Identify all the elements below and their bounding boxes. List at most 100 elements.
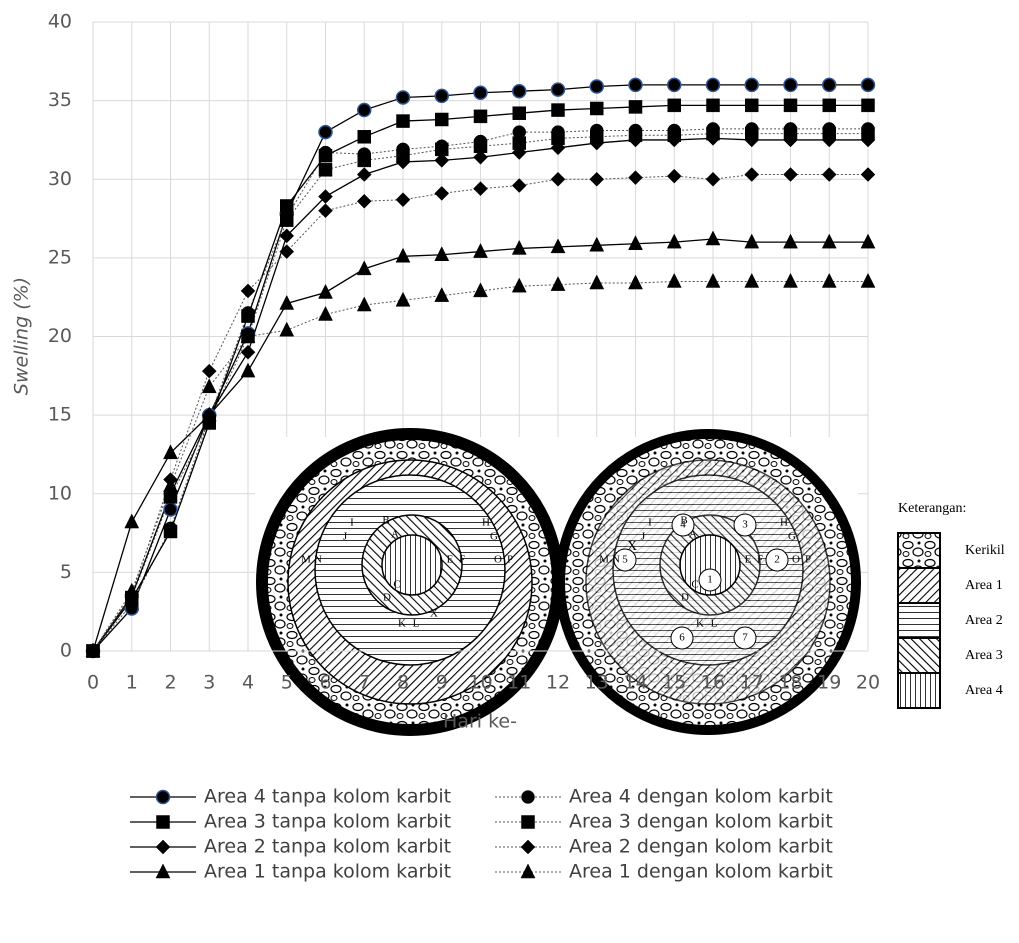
diagram-label: 2: [774, 554, 780, 566]
area-core: [382, 535, 442, 595]
marker: [513, 107, 526, 120]
diagram-label: F: [459, 554, 465, 566]
x-tick-label: 4: [242, 672, 254, 694]
x-tick-label: 2: [164, 672, 176, 694]
chart: Keterangan: Hari ke- Swelling (%) 051015…: [0, 0, 1019, 943]
legend-marker: [522, 816, 535, 829]
marker: [668, 99, 681, 112]
x-tick-label: 16: [701, 672, 725, 694]
marker: [745, 78, 758, 91]
diagram-label: 7: [742, 632, 748, 644]
diagram-label: J: [343, 531, 348, 543]
marker: [706, 172, 720, 186]
legend-marker: [157, 791, 170, 804]
marker: [435, 89, 448, 102]
y-axis-label: Swelling (%): [11, 277, 33, 395]
marker: [319, 126, 332, 139]
x-tick-label: 8: [397, 672, 409, 694]
legend-label: Area 4 dengan kolom karbit: [569, 786, 833, 808]
x-tick-label: 14: [623, 672, 647, 694]
diagram-label: B: [382, 515, 389, 527]
y-tick-label: 40: [48, 11, 72, 33]
diagram-label: G: [788, 531, 796, 543]
legend-label: Area 3 tanpa kolom karbit: [204, 811, 451, 833]
marker: [823, 99, 836, 112]
x-tick-label: 12: [546, 672, 570, 694]
marker: [784, 78, 797, 91]
x-tick-label: 0: [87, 672, 99, 694]
marker: [358, 130, 371, 143]
diagram-label: A: [391, 529, 399, 541]
marker: [861, 234, 875, 248]
y-tick-label: 10: [48, 482, 72, 504]
marker: [512, 179, 526, 193]
legend-entry: Area 3 tanpa kolom karbit: [130, 811, 451, 833]
marker: [629, 236, 643, 250]
key-swatch: [898, 533, 940, 568]
marker: [590, 275, 604, 289]
diagram-label: C: [393, 579, 400, 591]
marker: [164, 525, 177, 538]
diagram-label: E: [745, 554, 752, 566]
marker: [396, 248, 410, 262]
diagram-label: F: [757, 554, 763, 566]
marker: [397, 115, 410, 128]
marker: [590, 172, 604, 186]
x-tick-label: 11: [507, 672, 531, 694]
marker: [319, 284, 333, 298]
diagram-label: I: [648, 517, 652, 529]
marker: [784, 99, 797, 112]
marker: [862, 99, 875, 112]
marker: [590, 237, 604, 251]
diagram-label: L: [711, 618, 718, 630]
legend-entry: Area 3 dengan kolom karbit: [495, 811, 833, 833]
x-tick-label: 17: [740, 672, 764, 694]
legend-entry: Area 4 dengan kolom karbit: [495, 786, 833, 808]
marker: [667, 169, 681, 183]
diagram-label: K: [398, 618, 406, 630]
y-tick-label: 15: [48, 404, 72, 426]
key-swatch: [898, 638, 940, 673]
marker: [706, 273, 720, 287]
diagram-label: P: [805, 554, 811, 566]
diagram-label: N: [612, 554, 620, 566]
x-tick-label: 5: [281, 672, 293, 694]
diagram-label: D: [681, 592, 689, 604]
x-tick-label: 10: [468, 672, 492, 694]
marker: [319, 306, 333, 320]
x-tick-label: 7: [358, 672, 370, 694]
marker: [707, 99, 720, 112]
marker: [357, 297, 371, 311]
marker: [822, 273, 836, 287]
marker: [164, 503, 177, 516]
marker: [319, 204, 333, 218]
legend-entry: Area 4 tanpa kolom karbit: [130, 786, 451, 808]
legend-marker: [156, 840, 170, 854]
marker: [164, 445, 178, 459]
x-tick-label: 3: [203, 672, 215, 694]
diagram-label: X: [430, 608, 438, 620]
marker: [551, 239, 565, 253]
legend-entry: Area 2 dengan kolom karbit: [495, 836, 833, 858]
diagram-label: H: [780, 517, 788, 529]
key-swatch: [898, 603, 940, 638]
y-tick-label: 35: [48, 89, 72, 111]
marker: [707, 78, 720, 91]
legend-marker: [157, 816, 170, 829]
legend-label: Area 1 dengan kolom karbit: [569, 861, 833, 883]
key-label: Area 4: [965, 683, 1003, 698]
marker: [551, 277, 565, 291]
y-tick-label: 0: [60, 640, 72, 662]
marker: [629, 275, 643, 289]
key-label: Kerikil: [965, 543, 1005, 558]
marker: [784, 234, 798, 248]
marker: [242, 310, 255, 323]
marker: [668, 78, 681, 91]
y-tick-label: 30: [48, 168, 72, 190]
marker: [861, 273, 875, 287]
x-tick-label: 1: [126, 672, 138, 694]
marker: [784, 273, 798, 287]
legend-marker: [522, 791, 535, 804]
legend-label: Area 2 dengan kolom karbit: [569, 836, 833, 858]
marker: [823, 78, 836, 91]
